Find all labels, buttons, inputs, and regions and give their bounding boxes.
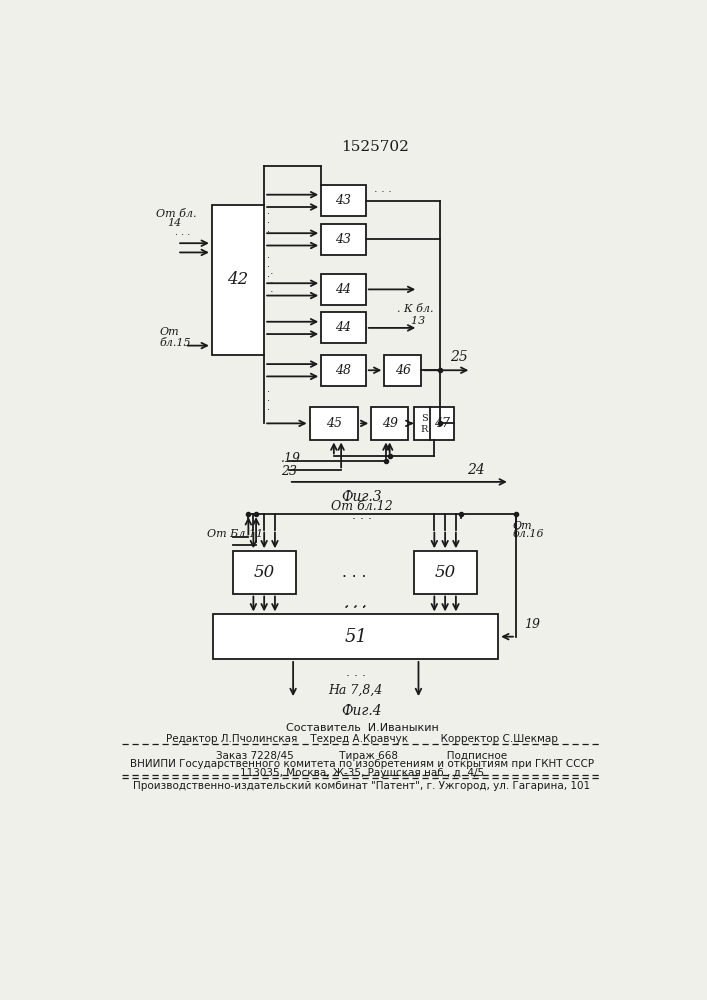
Bar xyxy=(321,274,366,305)
Text: .
.
.: . . . xyxy=(267,250,270,279)
Text: . К бл.
    13: . К бл. 13 xyxy=(397,304,433,326)
Text: . . .: . . . xyxy=(342,565,367,580)
Text: 49: 49 xyxy=(382,417,397,430)
Text: .
.
.: . . . xyxy=(267,206,270,234)
Text: Составитель  И.Иваныкин: Составитель И.Иваныкин xyxy=(286,723,438,733)
Text: 14: 14 xyxy=(167,218,182,228)
Text: .
.
.: . . . xyxy=(267,384,270,412)
Bar xyxy=(321,312,366,343)
Text: От: От xyxy=(512,521,532,531)
Text: 23: 23 xyxy=(281,465,297,478)
Text: От: От xyxy=(160,327,179,337)
Text: бл.16: бл.16 xyxy=(512,529,544,539)
Bar xyxy=(414,407,454,440)
Bar xyxy=(321,224,366,255)
Text: Редактор Л.Пчолинская    Техред А.Кравчук          Корректор С.Шекмар: Редактор Л.Пчолинская Техред А.Кравчук К… xyxy=(166,734,558,744)
Text: 50: 50 xyxy=(254,564,275,581)
Text: На 7,8,4: На 7,8,4 xyxy=(329,683,383,696)
Text: Фиг.4: Фиг.4 xyxy=(341,704,382,718)
Text: 44: 44 xyxy=(336,321,351,334)
Text: Заказ 7228/45              Тираж 668               Подписное: Заказ 7228/45 Тираж 668 Подписное xyxy=(216,751,508,761)
Text: R: R xyxy=(421,425,428,434)
Bar xyxy=(414,551,477,594)
Text: 113035, Москва, Ж-35, Раушская наб., д. 4/5: 113035, Москва, Ж-35, Раушская наб., д. … xyxy=(240,768,484,778)
Bar xyxy=(321,355,366,386)
Text: . . .: . . . xyxy=(344,597,366,611)
Text: бл.15: бл.15 xyxy=(160,338,191,348)
Text: От бл.12: От бл.12 xyxy=(331,500,393,513)
Bar xyxy=(310,407,358,440)
Text: . . .: . . . xyxy=(346,666,366,679)
Text: 51: 51 xyxy=(344,628,368,646)
Text: Фиг.3: Фиг.3 xyxy=(341,490,382,504)
Text: ВНИИПИ Государственного комитета по изобретениям и открытиям при ГКНТ СССР: ВНИИПИ Государственного комитета по изоб… xyxy=(130,759,594,769)
Text: S: S xyxy=(421,414,428,423)
Text: 43: 43 xyxy=(336,233,351,246)
Text: 43: 43 xyxy=(336,194,351,207)
Text: От Бл.11: От Бл.11 xyxy=(207,529,263,539)
Text: 44: 44 xyxy=(336,283,351,296)
Bar xyxy=(212,205,264,355)
Text: 25: 25 xyxy=(450,350,468,364)
Text: 19: 19 xyxy=(524,618,539,631)
Bar xyxy=(385,355,421,386)
Text: 50: 50 xyxy=(435,564,456,581)
Text: От бл.: От бл. xyxy=(156,209,197,219)
Text: 42: 42 xyxy=(228,271,249,288)
Text: 47: 47 xyxy=(434,417,450,430)
Text: 45: 45 xyxy=(326,417,342,430)
Text: . . .: . . . xyxy=(374,184,392,194)
Bar xyxy=(371,407,408,440)
Bar xyxy=(233,551,296,594)
Text: Производственно-издательский комбинат "Патент", г. Ужгород, ул. Гагарина, 101: Производственно-издательский комбинат "П… xyxy=(134,781,590,791)
Text: 48: 48 xyxy=(336,364,351,377)
Text: 1525702: 1525702 xyxy=(341,140,409,154)
Text: . . .: . . . xyxy=(345,596,367,610)
Text: .
.
.: . . . xyxy=(270,266,274,294)
Bar xyxy=(214,614,498,659)
Text: . . .: . . . xyxy=(352,509,372,522)
Text: 24: 24 xyxy=(467,463,485,477)
Text: 46: 46 xyxy=(395,364,411,377)
Bar xyxy=(321,185,366,216)
Text: . . .: . . . xyxy=(175,227,190,237)
Text: .19: .19 xyxy=(281,452,301,465)
